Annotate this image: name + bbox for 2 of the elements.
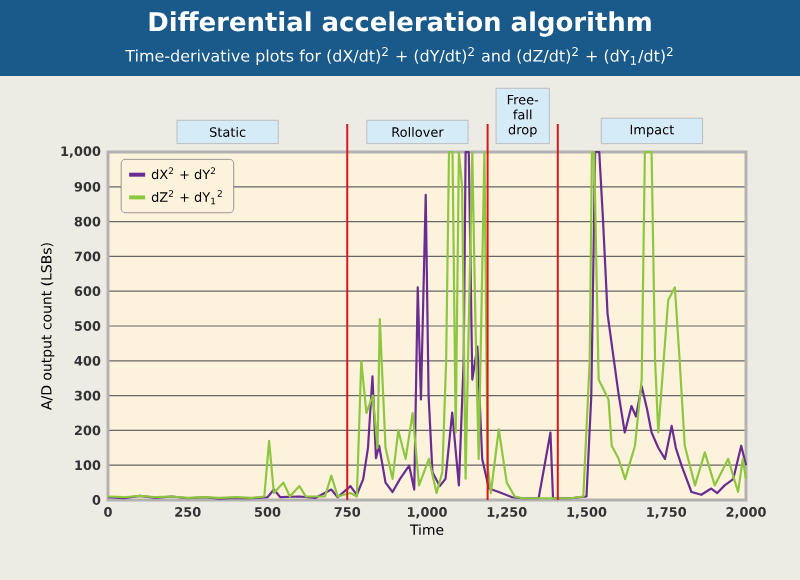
chart-title: Differential acceleration algorithm [149,11,651,37]
line-series [106,150,748,500]
